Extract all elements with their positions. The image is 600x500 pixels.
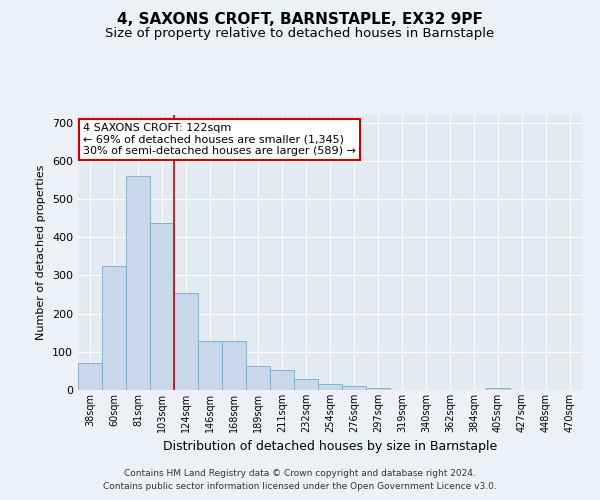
Text: 4 SAXONS CROFT: 122sqm
← 69% of detached houses are smaller (1,345)
30% of semi-: 4 SAXONS CROFT: 122sqm ← 69% of detached…: [83, 123, 356, 156]
Text: Size of property relative to detached houses in Barnstaple: Size of property relative to detached ho…: [106, 28, 494, 40]
X-axis label: Distribution of detached houses by size in Barnstaple: Distribution of detached houses by size …: [163, 440, 497, 454]
Bar: [150, 223, 174, 390]
Bar: [366, 388, 390, 390]
Bar: [246, 366, 270, 390]
Bar: [78, 364, 102, 390]
Y-axis label: Number of detached properties: Number of detached properties: [37, 165, 46, 340]
Bar: [102, 266, 126, 390]
Text: Contains public sector information licensed under the Open Government Licence v3: Contains public sector information licen…: [103, 482, 497, 491]
Bar: [174, 292, 198, 390]
Bar: [126, 176, 150, 390]
Bar: [294, 380, 318, 390]
Bar: [198, 341, 222, 390]
Bar: [486, 388, 510, 390]
Text: Contains HM Land Registry data © Crown copyright and database right 2024.: Contains HM Land Registry data © Crown c…: [124, 468, 476, 477]
Bar: [318, 384, 342, 390]
Bar: [342, 386, 366, 390]
Text: 4, SAXONS CROFT, BARNSTAPLE, EX32 9PF: 4, SAXONS CROFT, BARNSTAPLE, EX32 9PF: [117, 12, 483, 28]
Bar: [270, 370, 294, 390]
Bar: [222, 341, 246, 390]
